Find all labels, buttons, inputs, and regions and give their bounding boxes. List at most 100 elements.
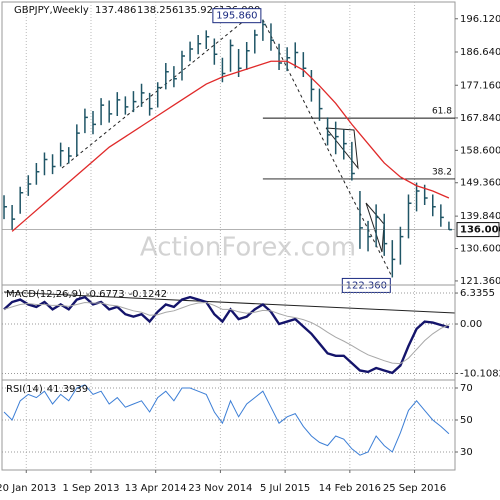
ohlc-bar	[3, 195, 8, 220]
panel-value: -0.1242	[129, 289, 168, 300]
header-value: 135.926	[178, 5, 219, 16]
y-tick-label: 158.600	[460, 145, 500, 156]
ohlc-bar	[367, 220, 372, 252]
ohlc-bar	[270, 23, 274, 51]
x-tick-label: 25 Sep 2016	[383, 483, 446, 494]
ohlc-bar	[205, 30, 210, 49]
ohlc-bar	[286, 47, 291, 72]
ohlc-bar	[440, 204, 444, 227]
ohlc-bar	[399, 226, 404, 265]
annotation-box	[212, 8, 262, 24]
ohlc-bar	[67, 147, 72, 164]
annotation-label: 122.360	[346, 280, 387, 291]
ohlc-bar	[140, 83, 145, 107]
chart-title: GBPJPY,Weekly	[14, 5, 89, 16]
ohlc-bar	[254, 29, 258, 54]
ohlc-bar	[221, 57, 226, 83]
ohlc-bar	[124, 96, 129, 115]
ohlc-bar	[132, 91, 137, 113]
ohlc-bar	[173, 66, 177, 88]
ohlc-bar	[262, 19, 266, 41]
watermark: ActionForex.com	[140, 233, 356, 263]
y-tick-label: 186.640	[460, 47, 500, 58]
pattern-wedge	[325, 127, 359, 170]
x-tick-label: 20 Jan 2013	[0, 483, 56, 494]
ohlc-bar	[100, 98, 105, 126]
ohlc-bar	[108, 100, 113, 123]
annotation-label: 195.860	[216, 11, 257, 22]
panel-title: MACD(12,26,9)	[6, 289, 82, 300]
ohlc-bar	[165, 63, 169, 90]
y-tick-label: 0.00	[460, 319, 482, 330]
x-tick-label: 14 Feb 2016	[319, 483, 381, 494]
ohlc-bar	[448, 221, 452, 231]
panel-frame	[1, 379, 456, 471]
y-tick-label: 121.360	[460, 276, 500, 287]
last-price-box	[456, 222, 500, 238]
y-tick-label: 149.360	[460, 178, 500, 189]
panel-value: -0.6773	[86, 289, 125, 300]
y-tick-label: 50	[460, 415, 473, 426]
fib-label: 38.2	[432, 167, 452, 177]
ohlc-bar	[84, 108, 88, 134]
ohlc-bar	[318, 88, 323, 121]
ohlc-bar	[19, 186, 24, 214]
ohlc-bar	[245, 41, 250, 71]
ohlc-bar	[148, 92, 153, 116]
y-tick-label: 70	[460, 383, 473, 394]
y-tick-label: 30	[460, 447, 473, 458]
x-tick-label: 23 Nov 2014	[188, 483, 252, 494]
ohlc-bar	[351, 141, 355, 181]
ohlc-bar	[310, 70, 315, 102]
last-price-label: 136.000	[460, 225, 500, 236]
ohlc-bar	[51, 154, 56, 175]
ohlc-bar	[326, 117, 331, 146]
ohlc-bar	[76, 124, 80, 156]
ohlc-bar	[359, 191, 363, 249]
y-tick-label: 6.3355	[460, 288, 495, 299]
ohlc-bar	[415, 182, 420, 212]
y-tick-label: 130.600	[460, 244, 500, 255]
ohlc-bar	[189, 41, 194, 62]
ohlc-bar	[27, 175, 32, 196]
ohlc-bar	[116, 92, 121, 116]
ohlc-bar	[59, 142, 64, 167]
ohlc-bar	[278, 43, 283, 71]
y-tick-label: -10.1082	[460, 368, 500, 379]
x-tick-label: 5 Jul 2015	[260, 483, 310, 494]
macd-trend-line	[3, 291, 456, 314]
pattern-wedge	[365, 202, 385, 253]
moving-average	[11, 60, 450, 232]
ohlc-bar	[35, 162, 40, 185]
ohlc-bar	[213, 38, 218, 65]
x-tick-label: 1 Sep 2013	[62, 483, 119, 494]
ohlc-bar	[407, 194, 412, 239]
fib-label: 61.8	[432, 107, 452, 117]
indicator-line	[3, 384, 450, 456]
trend-line	[262, 19, 393, 278]
panel-value: 41.3939	[47, 384, 88, 395]
ohlc-bar	[92, 111, 97, 135]
y-tick-label: 196.120	[460, 14, 500, 25]
ohlc-bar	[432, 194, 436, 217]
y-tick-label: 177.160	[460, 80, 500, 91]
ohlc-bar	[181, 50, 185, 81]
ohlc-bar	[43, 152, 48, 176]
ohlc-bar	[229, 39, 234, 72]
ohlc-bar	[334, 121, 339, 155]
header-value: 137.486	[95, 5, 136, 16]
indicator-line	[3, 295, 450, 375]
header-value: 138.256	[137, 5, 178, 16]
ohlc-bar	[197, 34, 202, 55]
ohlc-bar	[294, 42, 299, 69]
ohlc-bar	[383, 213, 388, 256]
indicator-line	[3, 301, 450, 365]
y-tick-label: 167.840	[460, 113, 500, 124]
ohlc-bar	[391, 240, 396, 278]
panel-title: RSI(14)	[6, 384, 43, 395]
ohlc-bar	[156, 82, 161, 108]
ohlc-bar	[343, 129, 347, 160]
